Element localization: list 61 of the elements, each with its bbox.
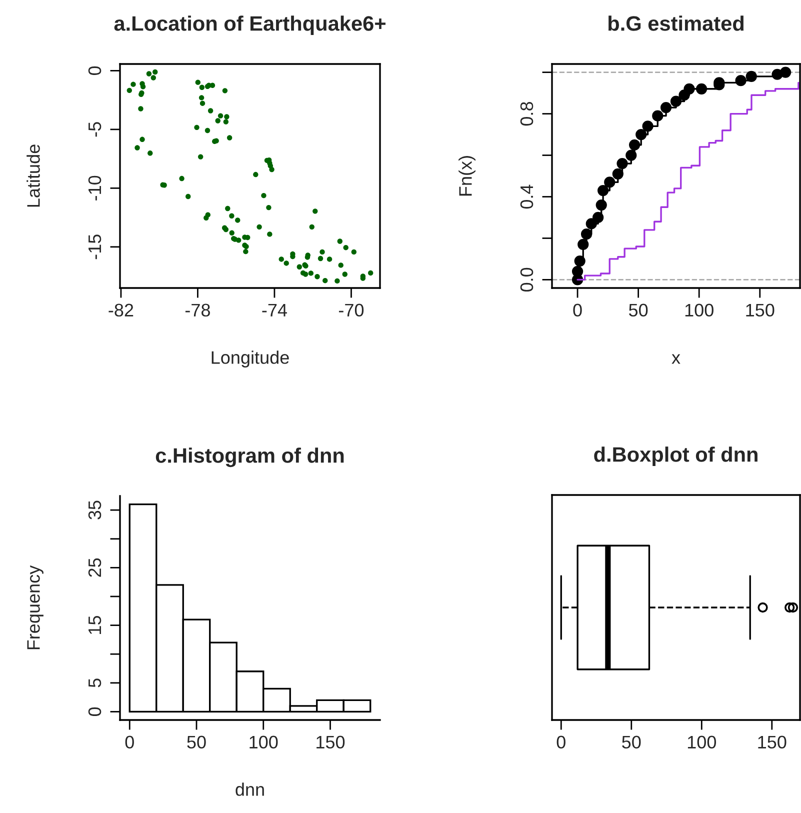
point [746,70,757,82]
x-tick-label: 100 [688,736,716,749]
x-tick-label: 0 [556,736,566,749]
y-axis-title: Latitude [26,144,40,207]
y-tick-label: 5 [88,678,102,688]
point [572,266,584,277]
point [735,75,746,86]
x-tick-label: 0 [573,304,582,317]
y-tick-label: 15 [88,616,102,634]
point [616,158,628,170]
x-tick-label: -74 [262,304,287,316]
x-tick-label: 50 [628,304,648,317]
point [604,176,616,188]
point [660,102,672,114]
y-axis-title: Fn(x) [458,156,476,196]
x-tick-label: -70 [338,304,364,317]
x-tick-label: 150 [746,304,774,317]
y-tick-label: -15 [88,234,102,260]
x-tick-label: -82 [108,304,134,317]
y-tick-label: 0 [88,707,102,716]
x-tick-label: 100 [250,736,278,749]
chart-title: b.G estimated [608,16,744,31]
x-tick-label: 150 [316,736,345,749]
y-tick-label: 0.4 [520,184,534,209]
x-tick-label: 150 [758,736,786,749]
point [586,218,597,230]
y-tick-label: 0 [88,66,102,76]
point [652,110,664,122]
point [642,120,654,132]
chart-title: a.Location of Earthquake6+ [114,16,386,35]
x-axis-title: dnn [236,782,264,796]
point [592,212,604,224]
point [670,96,682,107]
point [596,199,607,211]
chart-title: d.Boxplot of dnn [594,446,758,466]
x-tick-label: 100 [685,304,714,317]
y-tick-label: -5 [88,122,102,137]
x-tick-label: 0 [125,736,134,749]
point [696,83,708,94]
x-tick-label: 50 [622,736,641,749]
y-tick-label: -10 [88,176,102,200]
y-tick-label: 25 [88,558,102,577]
x-tick-label: -78 [185,304,210,317]
point [578,238,589,250]
point [780,66,792,78]
point [580,228,592,240]
point [612,168,624,180]
point [684,83,695,94]
point [636,128,647,140]
chart-title: c.Histogram of dnn [156,448,344,468]
y-tick-label: 35 [88,500,102,520]
y-tick-label: 0.0 [520,268,534,292]
point [628,139,640,150]
point [626,150,637,161]
point [574,255,586,267]
point [598,184,609,196]
x-axis-title: Longitude [212,350,289,368]
x-tick-label: 50 [187,736,206,749]
y-tick-label: 0.8 [520,102,534,126]
y-axis-title: Frequency [27,565,44,650]
x-axis-title: x [672,354,680,364]
